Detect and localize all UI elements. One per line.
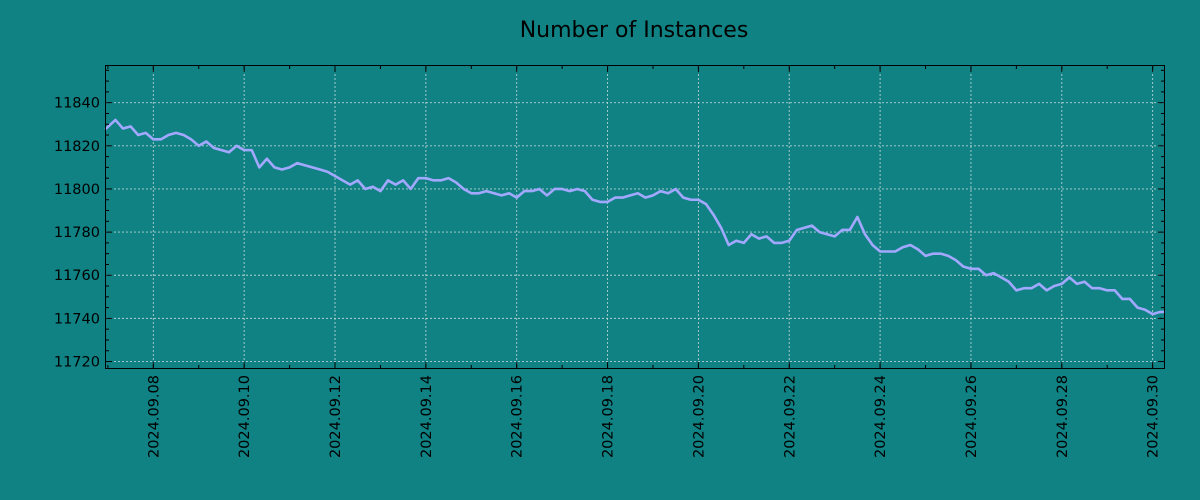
x-tick-label: 2024.09.24 xyxy=(873,375,889,458)
x-tick-label: 2024.09.12 xyxy=(328,375,344,458)
x-tick-label: 2024.09.08 xyxy=(146,375,162,458)
y-axis-tick-labels: 11720 11740 11760 11780 11800 11820 11840 xyxy=(54,96,100,371)
axis-ticks xyxy=(106,66,1164,368)
x-tick-label: 2024.09.26 xyxy=(964,375,980,458)
x-tick-label: 2024.09.30 xyxy=(1146,375,1162,458)
series-layer xyxy=(104,118,1166,316)
x-tick-label: 2024.09.18 xyxy=(601,375,617,458)
x-axis-tick-labels: 2024.09.08 2024.09.10 2024.09.12 2024.09.14… xyxy=(146,375,1161,458)
x-tick-label: 2024.09.10 xyxy=(237,375,253,458)
y-tick-label: 11820 xyxy=(54,139,100,155)
x-tick-label: 2024.09.28 xyxy=(1055,375,1071,458)
series-line xyxy=(104,118,1166,316)
y-tick-label: 11740 xyxy=(54,311,100,327)
grid-lines xyxy=(106,66,1164,368)
x-tick-label: 2024.09.16 xyxy=(510,375,526,458)
x-tick-label: 2024.09.20 xyxy=(691,375,707,458)
x-tick-label: 2024.09.14 xyxy=(419,375,435,458)
y-tick-label: 11780 xyxy=(54,225,100,241)
y-tick-label: 11760 xyxy=(54,268,100,284)
y-tick-label: 11840 xyxy=(54,96,100,112)
y-tick-label: 11720 xyxy=(54,355,100,371)
x-tick-label: 2024.09.22 xyxy=(782,375,798,458)
plot-frame xyxy=(105,65,1165,369)
y-tick-label: 11800 xyxy=(54,182,100,198)
chart-title: Number of Instances xyxy=(520,18,749,43)
